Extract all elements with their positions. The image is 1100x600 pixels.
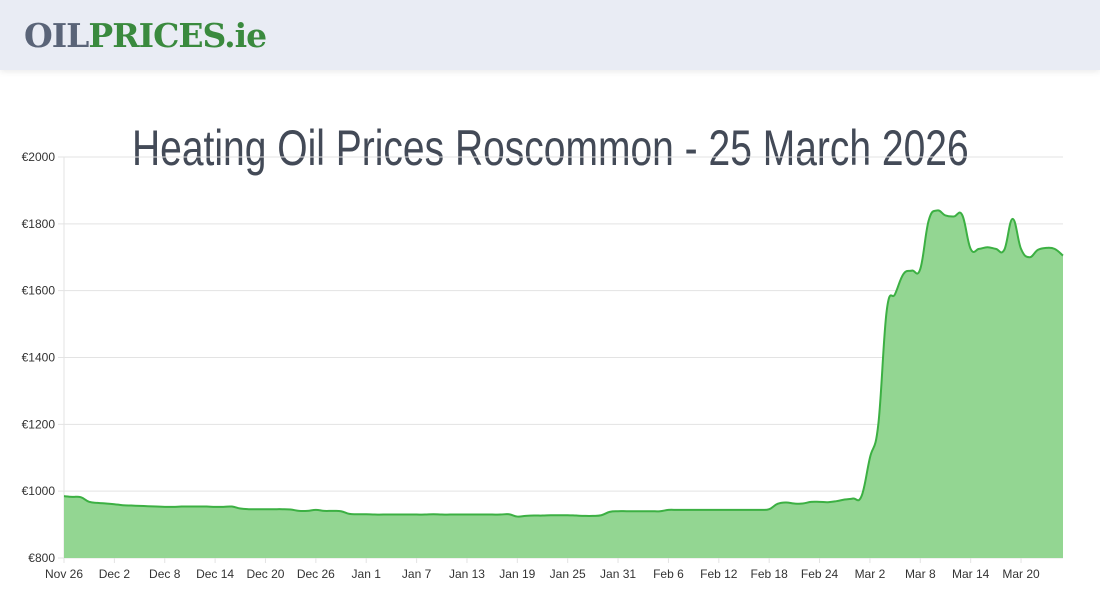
page-title-text: Heating Oil Prices Roscommon - 25 March … [131, 119, 969, 176]
x-tick-label: Jan 19 [499, 567, 535, 581]
price-line [63, 209, 1064, 518]
x-tick-label: Dec 2 [99, 567, 131, 581]
x-tick-label: Jan 13 [449, 567, 485, 581]
logo-oil: OIL [24, 16, 89, 55]
x-tick-label: Dec 14 [196, 567, 234, 581]
y-tick-label: €1400 [22, 351, 56, 365]
x-tick-label: Feb 6 [653, 567, 684, 581]
x-tick-label: Mar 2 [855, 567, 886, 581]
page-title: Heating Oil Prices Roscommon - 25 March … [0, 118, 1100, 178]
logo-tld: .ie [224, 16, 267, 55]
x-tick-label: Jan 7 [402, 567, 432, 581]
x-tick-label: Mar 8 [905, 567, 936, 581]
x-tick-label: Jan 1 [352, 567, 382, 581]
x-tick-label: Jan 25 [550, 567, 586, 581]
x-tick-label: Mar 14 [952, 567, 990, 581]
price-area-fill [64, 210, 1063, 558]
y-tick-label: €2000 [22, 150, 56, 164]
x-tick-label: Dec 20 [246, 567, 284, 581]
x-tick-label: Mar 20 [1002, 567, 1040, 581]
site-header: OILPRICES.ie [0, 0, 1100, 70]
x-tick-label: Feb 12 [700, 567, 738, 581]
site-logo[interactable]: OILPRICES.ie [24, 16, 267, 56]
y-tick-label: €1600 [22, 284, 56, 298]
x-tick-label: Jan 31 [600, 567, 636, 581]
x-tick-label: Dec 26 [297, 567, 335, 581]
y-tick-label: €800 [28, 551, 55, 565]
y-tick-label: €1800 [22, 217, 56, 231]
x-tick-label: Feb 24 [801, 567, 839, 581]
y-tick-label: €1200 [22, 417, 56, 431]
logo-prices: PRICES [88, 16, 225, 55]
x-tick-label: Nov 26 [45, 567, 83, 581]
y-tick-label: €1000 [22, 484, 56, 498]
x-tick-label: Dec 8 [149, 567, 181, 581]
x-tick-label: Feb 18 [750, 567, 788, 581]
